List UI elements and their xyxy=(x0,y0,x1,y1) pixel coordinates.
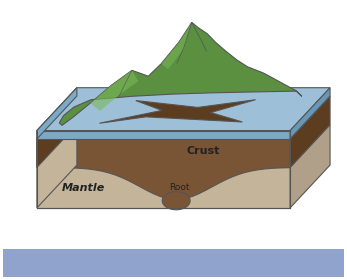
Polygon shape xyxy=(161,22,192,69)
Polygon shape xyxy=(59,22,302,125)
Polygon shape xyxy=(37,130,290,139)
Polygon shape xyxy=(91,70,138,111)
Polygon shape xyxy=(290,125,330,208)
Text: Mantle: Mantle xyxy=(62,183,105,193)
Text: Mountain Isostasy: Mountain Isostasy xyxy=(109,258,238,270)
Polygon shape xyxy=(37,167,290,208)
Polygon shape xyxy=(37,88,77,208)
Polygon shape xyxy=(37,88,77,139)
Text: Crust: Crust xyxy=(186,146,220,156)
Polygon shape xyxy=(290,96,330,167)
Polygon shape xyxy=(162,192,190,210)
Text: Root: Root xyxy=(169,183,190,192)
Polygon shape xyxy=(290,88,330,139)
Polygon shape xyxy=(37,139,290,199)
Polygon shape xyxy=(37,96,330,139)
Polygon shape xyxy=(37,88,330,130)
Polygon shape xyxy=(37,96,77,167)
Polygon shape xyxy=(99,100,256,123)
